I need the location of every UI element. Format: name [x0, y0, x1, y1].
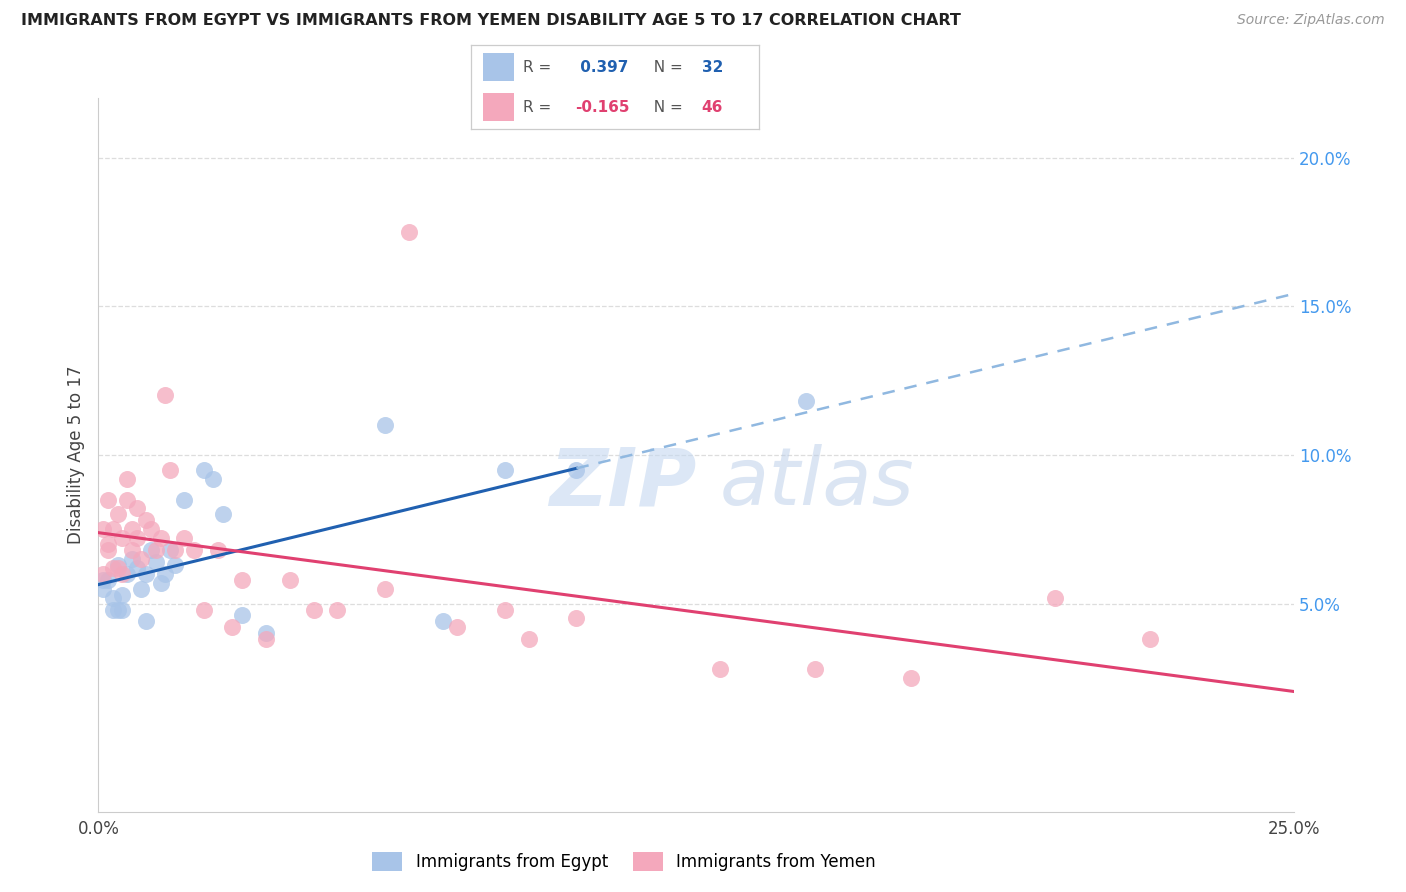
Text: 32: 32: [702, 60, 723, 75]
Point: [115, 566, 138, 581]
Point: [101, 561, 124, 575]
Point: [135, 615, 157, 629]
Point: [211, 508, 233, 522]
Text: N =: N =: [644, 60, 688, 75]
Text: ZIP: ZIP: [548, 444, 696, 523]
Point: [398, 225, 420, 239]
Point: [97, 573, 120, 587]
Point: [91, 522, 114, 536]
Legend: Immigrants from Egypt, Immigrants from Yemen: Immigrants from Egypt, Immigrants from Y…: [373, 852, 876, 871]
Point: [183, 543, 205, 558]
Point: [97, 492, 120, 507]
Point: [101, 522, 124, 536]
Point: [326, 602, 349, 616]
Y-axis label: Disability Age 5 to 17: Disability Age 5 to 17: [66, 366, 84, 544]
Text: N =: N =: [644, 100, 688, 115]
Point: [125, 501, 148, 516]
Point: [111, 602, 134, 616]
Point: [446, 620, 468, 634]
Point: [173, 492, 195, 507]
Point: [173, 531, 195, 545]
Point: [159, 463, 181, 477]
Text: atlas: atlas: [720, 444, 915, 523]
Point: [111, 566, 134, 581]
Point: [149, 531, 172, 545]
Point: [207, 543, 229, 558]
Point: [494, 602, 516, 616]
Point: [115, 492, 138, 507]
Point: [135, 566, 157, 581]
Point: [1139, 632, 1161, 647]
Point: [254, 626, 277, 640]
Point: [139, 543, 162, 558]
Point: [804, 662, 827, 676]
Point: [145, 543, 167, 558]
Point: [107, 558, 129, 572]
Point: [202, 472, 225, 486]
Text: R =: R =: [523, 60, 555, 75]
Point: [97, 543, 120, 558]
FancyBboxPatch shape: [482, 54, 515, 81]
Text: R =: R =: [523, 100, 555, 115]
Point: [193, 602, 215, 616]
Point: [139, 522, 162, 536]
Text: IMMIGRANTS FROM EGYPT VS IMMIGRANTS FROM YEMEN DISABILITY AGE 5 TO 17 CORRELATIO: IMMIGRANTS FROM EGYPT VS IMMIGRANTS FROM…: [21, 13, 960, 29]
Point: [131, 582, 153, 596]
Point: [565, 463, 588, 477]
Point: [115, 472, 138, 486]
Point: [193, 463, 215, 477]
Text: 0.397: 0.397: [575, 60, 628, 75]
Point: [121, 543, 143, 558]
Point: [125, 561, 148, 575]
Point: [794, 394, 817, 409]
Point: [97, 537, 120, 551]
Point: [900, 671, 922, 685]
Point: [101, 591, 124, 605]
Point: [91, 573, 114, 587]
Point: [155, 388, 177, 402]
Point: [565, 611, 588, 625]
FancyBboxPatch shape: [482, 93, 515, 120]
Point: [494, 463, 516, 477]
Point: [111, 531, 134, 545]
Point: [91, 566, 114, 581]
Point: [125, 531, 148, 545]
Point: [111, 588, 134, 602]
Point: [709, 662, 731, 676]
Point: [231, 573, 253, 587]
Point: [221, 620, 243, 634]
Point: [374, 582, 396, 596]
Point: [374, 418, 396, 433]
Point: [135, 513, 157, 527]
Point: [432, 615, 454, 629]
Point: [302, 602, 325, 616]
Text: Source: ZipAtlas.com: Source: ZipAtlas.com: [1237, 13, 1385, 28]
Point: [145, 555, 167, 569]
Point: [107, 508, 129, 522]
Point: [254, 632, 277, 647]
Point: [517, 632, 540, 647]
Point: [107, 561, 129, 575]
Text: 46: 46: [702, 100, 723, 115]
Point: [149, 575, 172, 590]
Point: [163, 558, 186, 572]
Point: [91, 582, 114, 596]
Point: [121, 552, 143, 566]
Point: [1043, 591, 1066, 605]
Point: [159, 543, 181, 558]
Point: [121, 522, 143, 536]
Point: [155, 566, 177, 581]
Point: [101, 602, 124, 616]
Point: [231, 608, 253, 623]
Point: [107, 602, 129, 616]
Text: -0.165: -0.165: [575, 100, 630, 115]
Point: [163, 543, 186, 558]
Point: [131, 552, 153, 566]
Point: [278, 573, 301, 587]
